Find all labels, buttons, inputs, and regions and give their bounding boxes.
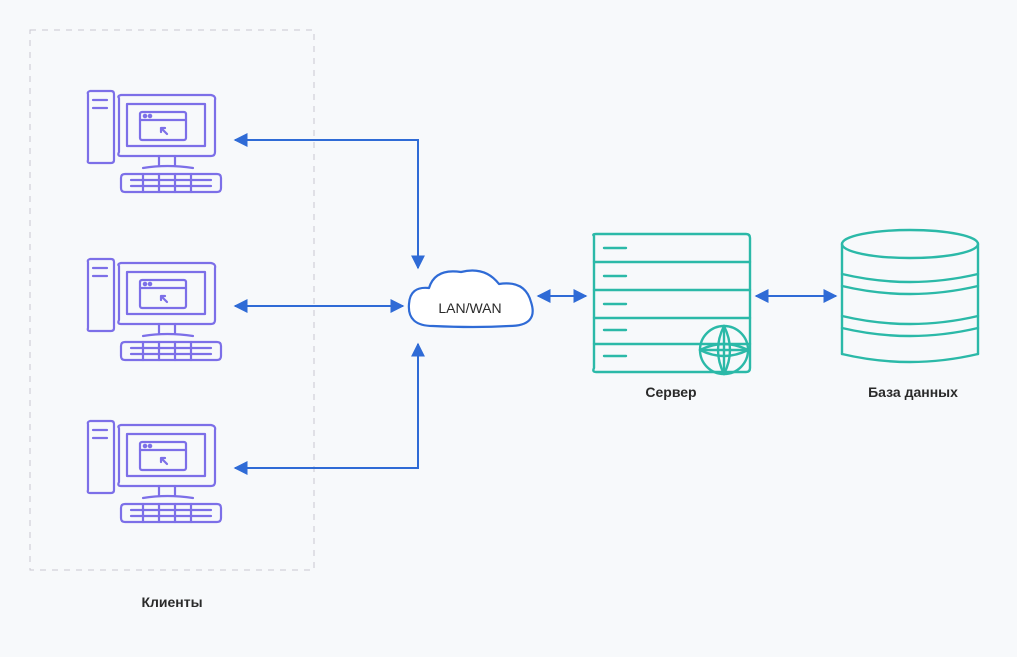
edge-client1-cloud <box>235 140 418 268</box>
client-icon-2 <box>88 259 221 360</box>
cloud-icon <box>409 271 533 328</box>
cloud-label: LAN/WAN <box>405 300 535 316</box>
client-icon-3 <box>88 421 221 522</box>
clients-label: Клиенты <box>30 594 314 610</box>
client-icon-1 <box>88 91 221 192</box>
server-label: Сервер <box>590 384 752 400</box>
edge-client3-cloud <box>235 344 418 468</box>
database-icon <box>842 230 978 362</box>
database-label: База данных <box>824 384 1002 400</box>
diagram-canvas <box>0 0 1017 657</box>
server-icon <box>593 234 750 374</box>
